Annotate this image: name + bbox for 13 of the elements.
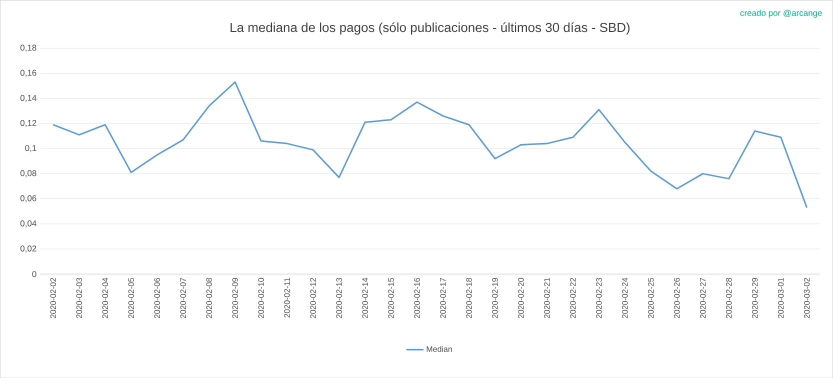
- y-tick-label: 0: [32, 270, 36, 277]
- line-series: [52, 81, 808, 208]
- y-tick-label: 0,08: [20, 170, 36, 178]
- y-tick-label: 0,12: [20, 120, 36, 127]
- y-tick-label: 0,06: [20, 195, 36, 202]
- y-tick-label: 0,02: [20, 245, 36, 252]
- text: creado por @arcange: [740, 10, 822, 18]
- y-tick-label: 0,1: [25, 144, 36, 152]
- y-tick-label: 0,04: [20, 220, 36, 228]
- y-tick-label: 0,16: [20, 70, 36, 77]
- chart-title: La mediana de los pagos (sólo publicaciones - últimos 30 días - SBD): [230, 22, 630, 35]
- y-tick-label: 0,14: [20, 94, 36, 102]
- y-tick-label: 0,18: [20, 44, 36, 52]
